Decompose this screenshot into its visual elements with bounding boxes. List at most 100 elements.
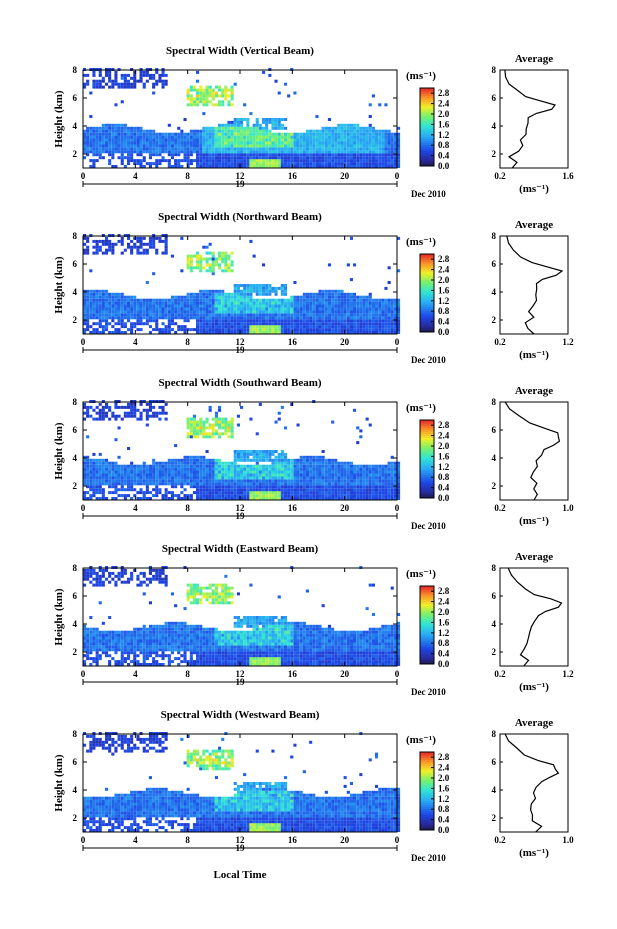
heatmap-cell [164,473,168,477]
heatmap-cell [274,488,278,492]
heatmap-cell [127,144,131,148]
heatmap-cell [117,138,121,142]
colorbar-segment [420,132,434,136]
heatmap-cell [117,126,121,130]
heatmap-cell [186,260,190,264]
heatmap-cell [262,497,266,500]
heatmap-cell [318,156,322,160]
heatmap-cell [331,476,335,480]
heatmap-cell [252,482,256,486]
heatmap-cell [127,156,131,160]
heatmap-cell [105,310,109,314]
heatmap-cell [167,123,171,127]
heatmap-cell [98,411,102,415]
heatmap-cell [177,470,181,474]
heatmap-cell [89,464,93,468]
heatmap-cell [365,129,369,133]
x-tick-label: 20 [340,503,350,513]
heatmap-cell [368,494,372,498]
heatmap-cell [378,132,382,136]
heatmap-cell [202,470,206,474]
colorbar-tick-label: 0.8 [438,306,450,316]
heatmap-cell [205,132,209,136]
heatmap-cell [199,263,203,267]
heatmap-cell [170,461,174,465]
heatmap-cell [293,138,297,142]
heatmap-cell [255,286,259,290]
heatmap-cell [199,455,203,459]
heatmap-cell [353,126,357,130]
heatmap-cell [136,464,140,468]
heatmap-cell [246,289,250,293]
heatmap-cell [287,141,291,145]
heatmap-cell [287,162,291,166]
heatmap-cell [324,304,328,308]
heatmap-cell [359,162,363,166]
heatmap-cell [214,470,218,474]
colorbar-segment [420,494,434,497]
heatmap-cell [268,313,272,317]
heatmap-cell [312,159,316,163]
heatmap-cell [164,464,168,468]
colorbar-unit: (ms⁻¹) [406,70,436,82]
heatmap-cell [368,150,372,154]
heatmap-cell [105,292,109,296]
heatmap-cell [368,476,372,480]
heatmap-cell [192,129,196,133]
heatmap-cell [324,135,328,139]
heatmap-cell [243,325,247,329]
heatmap-cell [359,491,363,495]
heatmap-cell [327,295,331,299]
heatmap-cell [183,310,187,314]
heatmap-cell [189,301,193,305]
heatmap-cell [167,307,171,311]
heatmap-cell [114,141,118,145]
heatmap-cell [189,94,193,98]
heatmap-cell [227,150,231,154]
heatmap-cell [105,464,109,468]
heatmap-cell [145,408,149,412]
heatmap-cell [133,325,137,329]
heatmap-cell [356,144,360,148]
heatmap-cell [255,476,259,480]
heatmap-cell [214,307,218,311]
heatmap-cell [309,304,313,308]
colorbar-segment [420,257,434,261]
heatmap-cell [353,165,357,168]
heatmap-cell [296,307,300,311]
heatmap-cell [381,494,385,498]
heatmap-cell [224,156,228,160]
heatmap-cell [258,310,262,314]
heatmap-cell [302,455,306,459]
heatmap-cell [324,159,328,163]
heatmap-cell [155,411,159,415]
heatmap-cell [384,464,388,468]
heatmap-cell [334,153,338,157]
heatmap-cell [284,488,288,492]
heatmap-cell [287,331,291,334]
heatmap-cell [136,251,140,255]
heatmap-cell [318,464,322,468]
heatmap-cell [167,467,171,471]
heatmap-cell [95,298,99,302]
heatmap-cell [327,476,331,480]
heatmap-cell [155,153,159,157]
heatmap-cell [236,328,240,332]
heatmap-cell [262,455,266,459]
heatmap-cell [299,298,303,302]
heatmap-cell [83,411,87,415]
heatmap-cell [133,135,137,139]
heatmap-cell [305,135,309,139]
heatmap-cell [258,322,262,326]
heatmap-cell [296,150,300,154]
colorbar-frame [419,419,435,499]
heatmap-cell [199,289,203,293]
heatmap-cell [393,156,397,160]
heatmap-cell [258,325,262,329]
heatmap-cell [233,159,237,163]
heatmap-cell [127,153,131,157]
heatmap-cell [331,328,335,332]
heatmap-cell [309,316,313,320]
heatmap-cell [381,473,385,477]
heatmap-cell [337,289,341,293]
